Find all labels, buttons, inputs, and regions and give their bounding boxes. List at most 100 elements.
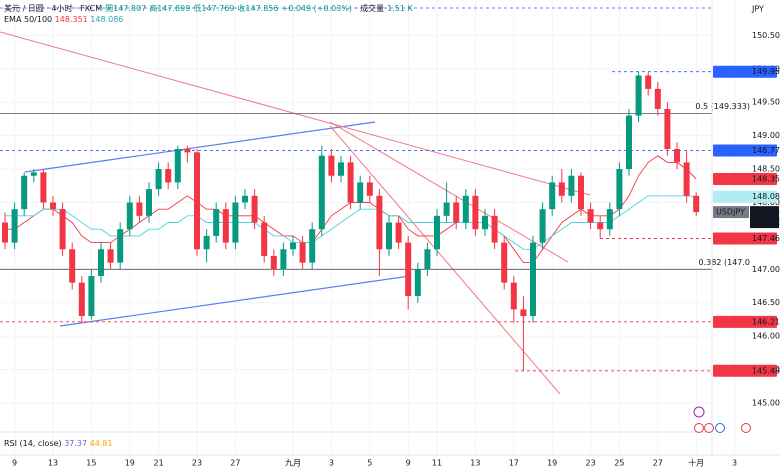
candle-body xyxy=(69,249,76,283)
candle-body xyxy=(539,209,546,243)
ema100-label-box xyxy=(713,190,777,203)
countdown: 02:55:32 xyxy=(752,218,780,227)
candle-body xyxy=(232,202,239,243)
candle-body xyxy=(318,155,325,230)
level-label-box xyxy=(713,65,777,78)
candle-body xyxy=(126,202,133,230)
candle-body xyxy=(674,149,680,163)
candle-body xyxy=(88,275,95,317)
level-label-box xyxy=(713,232,777,245)
x-tick-label: 9 xyxy=(406,459,411,468)
ema-legend: EMA 50/100 148.351 148.086 xyxy=(4,15,123,24)
legend-item: 1.51 K xyxy=(387,4,413,13)
candle-body xyxy=(549,182,556,210)
ema50-label-box xyxy=(713,173,777,186)
candle-body xyxy=(395,222,402,243)
candle-body xyxy=(280,249,287,270)
candle-body xyxy=(309,229,316,263)
plot: 0.5 (149.333) 0.382 (147.0 xyxy=(0,71,750,372)
y-tick-label: 150.500 xyxy=(752,31,780,40)
x-tick-label: 23 xyxy=(586,459,596,468)
candle-body xyxy=(616,169,623,210)
candle-body xyxy=(501,242,508,283)
legend-item: · 成交量 xyxy=(355,3,384,13)
candle-body xyxy=(261,222,268,256)
legend-item: 低147.769 xyxy=(193,3,234,13)
candle-body xyxy=(510,282,517,310)
legend-item: +0.049 (+0.03%) xyxy=(282,4,353,13)
level-label: 146.214 xyxy=(752,317,780,326)
x-tick-label: 5 xyxy=(367,459,372,468)
candle-body xyxy=(693,195,700,213)
candle-body xyxy=(597,222,604,230)
candle-body xyxy=(386,222,392,250)
candle-body xyxy=(328,155,335,176)
candle-body xyxy=(664,108,671,150)
candle-body xyxy=(357,182,364,203)
ema100-value: 148.086 xyxy=(90,15,123,24)
candle-body xyxy=(482,215,488,230)
fib-label: 0.382 (147.0 xyxy=(699,258,750,267)
toolbar-icons[interactable] xyxy=(693,406,751,433)
candle-body xyxy=(11,209,18,243)
candle-body xyxy=(626,115,632,170)
currency: JPY xyxy=(751,5,764,14)
symbol-box xyxy=(713,206,749,219)
candle-body xyxy=(165,169,172,183)
fib-label: 0.5 (149.333) xyxy=(695,102,750,111)
candle-body xyxy=(98,249,104,276)
candle-body xyxy=(242,195,248,203)
x-tick-label: 13 xyxy=(470,459,480,468)
y-tick-label: 149.500 xyxy=(752,98,780,107)
candle-body xyxy=(462,195,469,223)
x-tick-label: 17 xyxy=(509,459,519,468)
ema50-value: 148.351 xyxy=(55,15,88,24)
y-tick-label: 145.000 xyxy=(752,398,780,407)
candle-body xyxy=(251,195,258,223)
channel-line xyxy=(24,121,376,173)
x-tick-label: 23 xyxy=(192,459,202,468)
candle-body xyxy=(654,88,661,109)
candle-body xyxy=(530,242,536,317)
y-tick-label: 146.500 xyxy=(752,298,780,307)
candle-body xyxy=(434,215,440,250)
level-label: 149.957 xyxy=(752,67,780,76)
candle-body xyxy=(568,175,575,196)
icon[interactable] xyxy=(704,423,714,433)
icon[interactable] xyxy=(694,423,704,433)
level-label: 147.461 xyxy=(752,234,780,243)
x-tick-label: 9 xyxy=(12,459,17,468)
axes: 145.000145.500146.000146.500147.000148.0… xyxy=(12,31,780,468)
ema50-label: 148.351 xyxy=(752,175,780,184)
icon[interactable] xyxy=(693,406,705,418)
candle-body xyxy=(174,149,181,183)
x-tick-label: 25 xyxy=(614,459,624,468)
price-box xyxy=(750,206,779,229)
candle-body xyxy=(366,182,373,196)
candle-body xyxy=(338,162,344,176)
legend-item: 開147.807 xyxy=(105,4,146,13)
icon[interactable] xyxy=(715,423,725,433)
candle-body xyxy=(683,162,690,196)
y-tick-label: 148.500 xyxy=(752,165,780,174)
candle-body xyxy=(578,175,584,210)
candle-body xyxy=(40,172,47,203)
candle-body xyxy=(347,162,354,203)
candle-body xyxy=(558,182,565,196)
legend-line: 美元 / 日圆 · 4小时 · FXCM 開147.807 高147.899 低147… xyxy=(4,3,413,13)
candle-body xyxy=(299,242,306,263)
icon[interactable] xyxy=(741,423,751,433)
x-tick-label: 3 xyxy=(732,459,737,468)
level-label: 145.481 xyxy=(752,366,780,375)
candle-body xyxy=(78,282,85,317)
candle-body xyxy=(606,209,613,230)
trend-line xyxy=(329,121,569,263)
candle-body xyxy=(635,75,642,116)
candle-body xyxy=(2,222,8,243)
candle-body xyxy=(155,169,162,190)
y-tick-label: 146.000 xyxy=(752,332,780,341)
candle-body xyxy=(146,189,152,216)
y-tick-label: 147.000 xyxy=(752,265,780,274)
candle-body xyxy=(453,202,460,223)
